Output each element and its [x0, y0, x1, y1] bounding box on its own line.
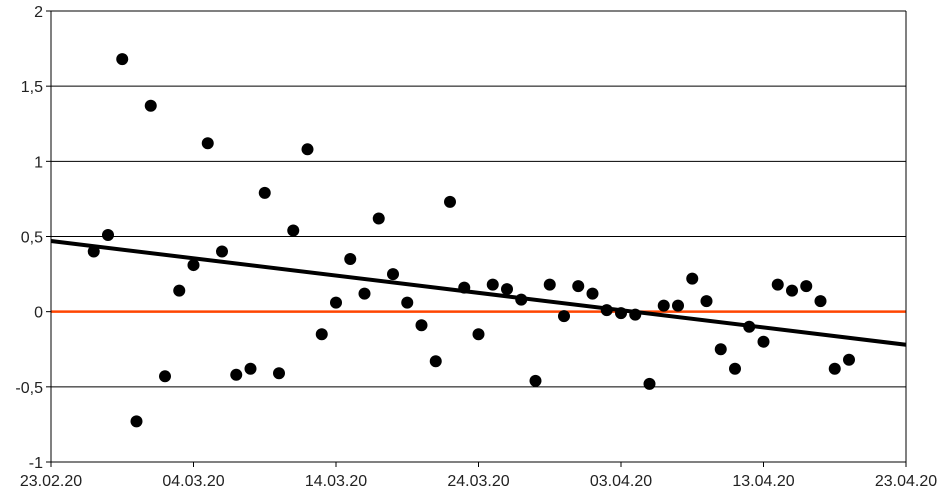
data-point	[771, 278, 784, 291]
data-point	[87, 245, 100, 258]
data-point	[814, 295, 827, 308]
data-point	[301, 143, 314, 156]
data-point	[558, 310, 570, 323]
data-point	[415, 319, 428, 332]
data-point	[629, 308, 642, 321]
y-tick-label: 1,5	[21, 79, 43, 96]
data-point	[828, 362, 841, 375]
data-point	[130, 415, 143, 428]
data-point	[401, 296, 414, 309]
y-tick-label: 1	[34, 154, 43, 171]
data-point	[657, 299, 670, 312]
data-point	[672, 299, 684, 312]
data-point	[273, 367, 285, 380]
data-point	[344, 253, 357, 266]
data-point	[330, 296, 342, 309]
data-point	[572, 280, 585, 293]
data-point	[472, 328, 485, 341]
data-point	[615, 307, 627, 320]
data-point	[429, 355, 442, 368]
data-point	[144, 99, 157, 112]
data-point	[315, 328, 328, 341]
data-point	[729, 362, 741, 375]
data-point	[216, 245, 228, 258]
data-point	[102, 228, 114, 241]
data-point	[159, 370, 171, 383]
data-point	[444, 195, 456, 208]
data-point	[458, 281, 471, 294]
y-tick-label: 0	[34, 305, 43, 322]
x-tick-label: 23.02.20	[20, 473, 82, 490]
data-point	[486, 278, 499, 291]
x-tick-label: 03.04.20	[590, 473, 652, 490]
x-axis-tick-labels: 23.02.20 04.03.20 14.03.20 24.03.20 03.04.20…	[20, 473, 937, 490]
data-point	[714, 343, 727, 356]
y-tick-label: 0,5	[21, 230, 43, 247]
data-point	[786, 284, 798, 297]
y-tick-label: -0,5	[15, 380, 43, 397]
x-tick-label: 24.03.20	[447, 473, 509, 490]
data-point	[116, 53, 129, 66]
data-point	[201, 137, 214, 150]
data-point	[287, 224, 300, 237]
y-tick-label: -1	[29, 455, 43, 472]
data-points	[87, 53, 855, 428]
data-point	[586, 287, 599, 300]
data-point	[515, 293, 528, 306]
data-point	[358, 287, 371, 300]
data-point	[387, 268, 399, 281]
data-point	[230, 368, 243, 381]
data-point	[372, 212, 385, 225]
y-tick-label: 2	[34, 4, 43, 21]
y-axis-tick-labels: -1 -0,5 0 0,5 1 1,5 2	[15, 4, 43, 472]
trend-line	[50, 239, 907, 347]
axes	[46, 10, 907, 467]
data-point	[187, 259, 200, 272]
data-point	[173, 284, 186, 297]
x-tick-label: 14.03.20	[305, 473, 367, 490]
data-point	[258, 186, 271, 199]
data-point	[700, 295, 713, 308]
data-point	[843, 353, 855, 366]
x-tick-label: 04.03.20	[162, 473, 224, 490]
data-point	[501, 283, 513, 296]
data-point	[757, 335, 770, 348]
data-point	[800, 280, 813, 293]
x-tick-label: 13.04.20	[732, 473, 794, 490]
data-point	[244, 362, 257, 375]
data-point	[543, 278, 556, 291]
data-point	[529, 374, 542, 387]
trend-line-group	[50, 239, 907, 347]
data-point	[743, 320, 756, 333]
data-point	[643, 377, 656, 390]
data-point	[600, 304, 613, 317]
data-point	[686, 272, 699, 285]
x-tick-label: 23.04.20	[875, 473, 937, 490]
